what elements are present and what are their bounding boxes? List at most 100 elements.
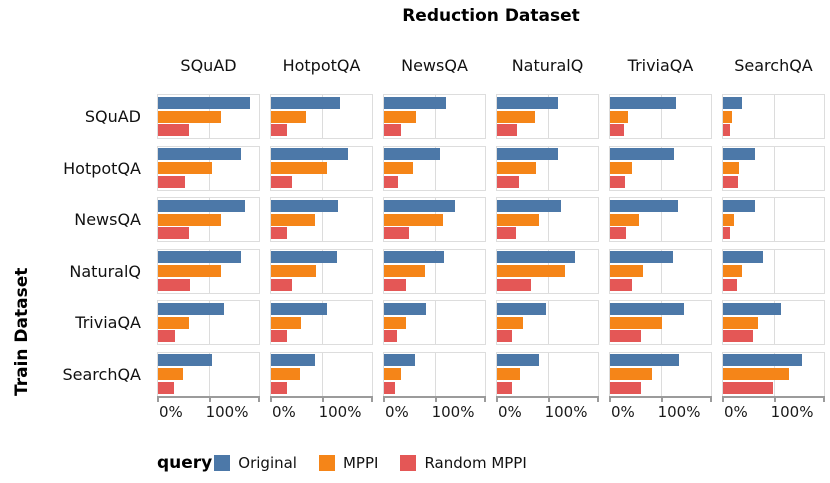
panel-triviaqa-naturalq [496, 300, 599, 345]
panel-newsqa-hotpotqa [270, 197, 373, 242]
bar-random-mppi [384, 227, 410, 240]
gridline-100pct [208, 352, 210, 396]
bar-original [497, 354, 540, 367]
legend-label: MPPI [342, 454, 379, 472]
row-label-searchqa: SearchQA [62, 364, 141, 384]
gridline-100pct [660, 95, 662, 138]
gridline-100pct [321, 301, 323, 344]
tick-0 [157, 396, 159, 402]
axis-label-0: 0% [385, 403, 409, 421]
column-header-naturalq: NaturalQ [511, 56, 584, 75]
bar-original [158, 199, 246, 212]
tick-200 [597, 396, 599, 402]
panel-searchqa-newsqa [383, 351, 486, 397]
tick-100 [321, 396, 324, 402]
legend-title: query [157, 453, 213, 473]
bar-mppi [158, 162, 213, 174]
legend: query Original MPPI Random MPPI [157, 449, 549, 477]
bar-original [158, 302, 225, 315]
gridline-100pct [434, 146, 436, 190]
bar-mppi [384, 316, 406, 329]
panel-naturalq-newsqa [383, 248, 486, 294]
bar-original [610, 302, 685, 315]
axis-label-100: 100% [205, 403, 249, 421]
x-axis-hotpotqa: 0% 100% [270, 396, 373, 422]
panel-searchqa-searchqa [722, 351, 825, 397]
chart-title: Reduction Dataset [402, 6, 580, 26]
panel-triviaqa-newsqa [383, 300, 486, 345]
x-axis-newsqa: 0% 100% [383, 396, 486, 422]
panel-searchqa-triviaqa [609, 351, 712, 397]
bar-random-mppi [158, 330, 176, 343]
bar-random-mppi [723, 124, 731, 137]
bar-original [723, 354, 803, 367]
bar-random-mppi [497, 278, 532, 291]
bar-random-mppi [723, 175, 738, 188]
panel-searchqa-hotpotqa [270, 351, 373, 397]
bar-random-mppi [497, 175, 519, 188]
bar-random-mppi [610, 124, 624, 137]
x-axis-squad: 0% 100% [157, 396, 260, 422]
column-header-triviaqa: TriviaQA [627, 56, 694, 75]
row-label-squad: SQuAD [84, 107, 141, 126]
bar-random-mppi [610, 381, 641, 394]
axis-label-0: 0% [724, 403, 748, 421]
gridline-100pct [321, 95, 323, 138]
panel-squad-naturalq [496, 94, 599, 139]
axis-label-0: 0% [611, 403, 635, 421]
panel-naturalq-searchqa [722, 248, 825, 294]
row-label-hotpotqa: HotpotQA [63, 158, 141, 178]
gridline-100pct [434, 301, 436, 344]
tick-200 [258, 396, 260, 402]
x-axis-triviaqa: 0% 100% [609, 396, 712, 422]
bar-mppi [610, 368, 653, 380]
panel-naturalq-naturalq [496, 248, 599, 294]
bar-random-mppi [610, 175, 625, 188]
bar-original [158, 354, 212, 367]
axis-label-100: 100% [770, 403, 814, 421]
panel-hotpotqa-searchqa [722, 145, 825, 191]
gridline-100pct [321, 352, 323, 396]
bar-mppi [158, 265, 222, 277]
bar-original [384, 302, 426, 315]
bar-mppi [723, 368, 789, 380]
gridline-100pct [434, 352, 436, 396]
legend-swatch-mppi [318, 455, 335, 471]
gridline-100pct [547, 95, 549, 138]
panel-triviaqa-searchqa [722, 300, 825, 345]
bar-random-mppi [271, 381, 287, 394]
bar-random-mppi [384, 278, 407, 291]
panel-squad-triviaqa [609, 94, 712, 139]
tick-0 [383, 396, 385, 402]
bar-random-mppi [723, 278, 737, 291]
bar-original [158, 251, 242, 264]
bar-random-mppi [158, 124, 190, 137]
gridline-100pct [434, 95, 436, 138]
bar-mppi [384, 162, 413, 174]
panel-naturalq-triviaqa [609, 248, 712, 294]
bar-original [384, 251, 445, 264]
row-labels: SQuAD HotpotQA NewsQA NaturalQ TriviaQA Searc… [0, 94, 148, 397]
panel-squad-squad [157, 94, 260, 139]
bar-random-mppi [723, 381, 773, 394]
bar-original [610, 251, 674, 264]
legend-item-random-mppi: Random MPPI [400, 454, 527, 472]
bar-mppi [497, 368, 520, 380]
tick-200 [371, 396, 373, 402]
tick-0 [496, 396, 498, 402]
axis-label-100: 100% [544, 403, 588, 421]
axis-label-0: 0% [498, 403, 522, 421]
bar-original [723, 96, 742, 109]
panel-newsqa-squad [157, 197, 260, 242]
bar-mppi [497, 265, 566, 277]
bar-random-mppi [723, 330, 754, 343]
tick-0 [722, 396, 724, 402]
axis-label-0: 0% [272, 403, 296, 421]
gridline-100pct [660, 352, 662, 396]
panel-triviaqa-squad [157, 300, 260, 345]
bar-original [271, 148, 349, 161]
panel-searchqa-squad [157, 351, 260, 397]
legend-swatch-original [214, 455, 231, 471]
panel-newsqa-naturalq [496, 197, 599, 242]
bar-mppi [723, 265, 742, 277]
